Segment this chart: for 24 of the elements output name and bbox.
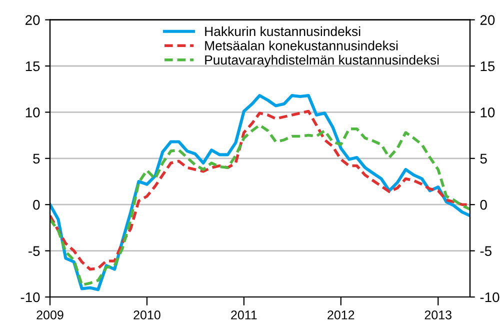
y-tick-label: 20 — [26, 15, 40, 25]
x-tick-label: 2009 — [36, 310, 64, 320]
y2-tick-label: 10 — [480, 108, 495, 118]
y-tick-label: 5 — [33, 154, 40, 164]
y2-tick-label: 15 — [480, 61, 495, 72]
x-tick-label: 2013 — [424, 310, 452, 320]
y-tick-label: 10 — [26, 108, 40, 118]
y-tick-label: 0 — [33, 200, 40, 210]
y2-tick-label: 0 — [480, 200, 487, 210]
x-tick-label: 2011 — [231, 310, 257, 320]
x-tick-label: 2010 — [134, 310, 160, 320]
legend-label: Puutavarayhdistelmän kustannusindeksi — [205, 54, 439, 68]
y2-tick-label: 20 — [480, 15, 495, 25]
y2-tick-label: 5 — [480, 154, 487, 164]
legend-label: Metsäalan konekustannusindeksi — [205, 40, 398, 50]
y2-tick-label: -10 — [480, 292, 500, 302]
y-tick-label: -5 — [28, 246, 40, 256]
y-tick-label: 15 — [26, 61, 40, 72]
y-tick-label: -10 — [20, 292, 40, 302]
y2-tick-label: -5 — [480, 246, 492, 256]
line-series — [50, 110, 470, 271]
line-series — [50, 124, 470, 286]
x-tick-label: 2012 — [328, 310, 354, 320]
legend-label: Hakkurin kustannusindeksi — [205, 26, 360, 36]
